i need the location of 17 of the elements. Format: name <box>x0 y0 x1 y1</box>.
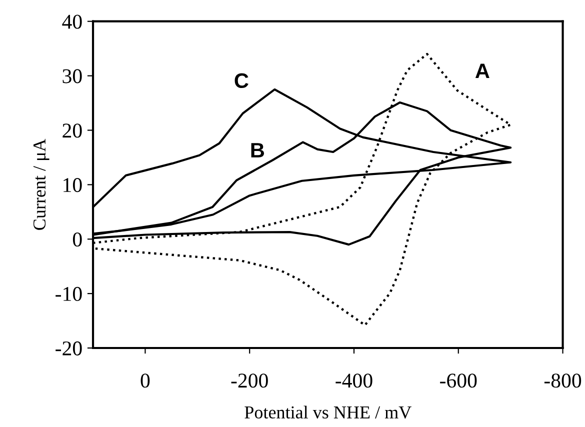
y-tick-label: -10 <box>56 286 82 301</box>
y-tick-label: 20 <box>62 124 82 138</box>
x-tick-label: -400 <box>336 374 372 388</box>
x-tick-label: -800 <box>544 374 582 388</box>
x-tick-label: -600 <box>440 374 477 388</box>
x-tick-label: 0 <box>140 374 150 388</box>
y-tick-label: 30 <box>62 69 82 84</box>
annotation: B <box>251 143 264 158</box>
annotation: C <box>234 73 248 88</box>
x-axis-title: Potential vs NHE / mV <box>244 406 412 419</box>
x-tick-label: -200 <box>231 374 268 388</box>
y-tick-label: 0 <box>72 232 82 247</box>
y-tick-label: 10 <box>64 178 82 192</box>
annotation: A <box>475 64 490 78</box>
y-tick-label: -20 <box>56 341 82 356</box>
y-tick-label: 40 <box>62 14 82 29</box>
y-axis-title: Current / μA <box>33 138 50 230</box>
